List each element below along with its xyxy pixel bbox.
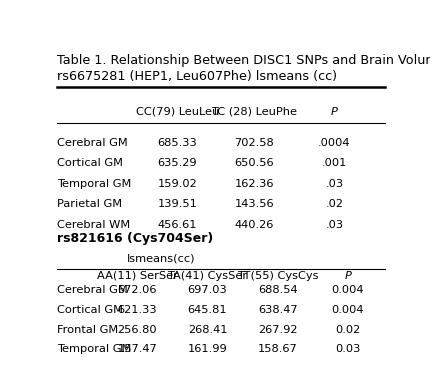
Text: .001: .001 xyxy=(321,158,346,168)
Text: 688.54: 688.54 xyxy=(257,285,297,295)
Text: 685.33: 685.33 xyxy=(157,138,197,148)
Text: 0.004: 0.004 xyxy=(331,305,363,315)
Text: 268.41: 268.41 xyxy=(187,324,227,335)
Text: CC(79) LeuLeu: CC(79) LeuLeu xyxy=(135,107,218,117)
Text: 159.02: 159.02 xyxy=(157,179,197,189)
Text: TC (28) LeuPhe: TC (28) LeuPhe xyxy=(211,107,297,117)
Text: lsmeans(cc): lsmeans(cc) xyxy=(127,253,195,263)
Text: TA(41) CysSer: TA(41) CysSer xyxy=(167,271,247,281)
Text: 161.99: 161.99 xyxy=(187,344,227,354)
Text: 162.36: 162.36 xyxy=(234,179,273,189)
Text: 650.56: 650.56 xyxy=(234,158,273,168)
Text: .02: .02 xyxy=(325,199,343,209)
Text: 0.004: 0.004 xyxy=(331,285,363,295)
Text: 256.80: 256.80 xyxy=(117,324,157,335)
Text: P: P xyxy=(344,271,350,281)
Text: 702.58: 702.58 xyxy=(234,138,273,148)
Text: Parietal GM: Parietal GM xyxy=(57,199,122,209)
Text: rs821616 (Cys704Ser): rs821616 (Cys704Ser) xyxy=(57,232,213,245)
Text: 157.47: 157.47 xyxy=(117,344,157,354)
Text: Table 1. Relationship Between DISC1 SNPs and Brain Volumes: Table 1. Relationship Between DISC1 SNPs… xyxy=(57,54,430,67)
Text: rs6675281 (HEP1, Leu607Phe) lsmeans (cc): rs6675281 (HEP1, Leu607Phe) lsmeans (cc) xyxy=(57,70,336,83)
Text: Cortical GM: Cortical GM xyxy=(57,158,123,168)
Text: 456.61: 456.61 xyxy=(157,220,197,230)
Text: 635.29: 635.29 xyxy=(157,158,197,168)
Text: Frontal GM: Frontal GM xyxy=(57,324,118,335)
Text: P: P xyxy=(330,107,337,117)
Text: Temporal GM: Temporal GM xyxy=(57,344,131,354)
Text: 0.02: 0.02 xyxy=(335,324,359,335)
Text: 158.67: 158.67 xyxy=(257,344,297,354)
Text: AA(11) SerSer: AA(11) SerSer xyxy=(97,271,178,281)
Text: .03: .03 xyxy=(325,179,343,189)
Text: 440.26: 440.26 xyxy=(234,220,273,230)
Text: Cerebral WM: Cerebral WM xyxy=(57,220,130,230)
Text: Temporal GM: Temporal GM xyxy=(57,179,131,189)
Text: 645.81: 645.81 xyxy=(187,305,227,315)
Text: Cerebral GM: Cerebral GM xyxy=(57,138,128,148)
Text: .03: .03 xyxy=(325,220,343,230)
Text: 697.03: 697.03 xyxy=(187,285,227,295)
Text: 621.33: 621.33 xyxy=(117,305,157,315)
Text: 267.92: 267.92 xyxy=(257,324,297,335)
Text: 672.06: 672.06 xyxy=(117,285,157,295)
Text: Cerebral GM: Cerebral GM xyxy=(57,285,128,295)
Text: 0.03: 0.03 xyxy=(335,344,359,354)
Text: 139.51: 139.51 xyxy=(157,199,197,209)
Text: .0004: .0004 xyxy=(317,138,350,148)
Text: Cortical GM: Cortical GM xyxy=(57,305,123,315)
Text: 143.56: 143.56 xyxy=(234,199,273,209)
Text: TT(55) CysCys: TT(55) CysCys xyxy=(237,271,318,281)
Text: 638.47: 638.47 xyxy=(257,305,297,315)
